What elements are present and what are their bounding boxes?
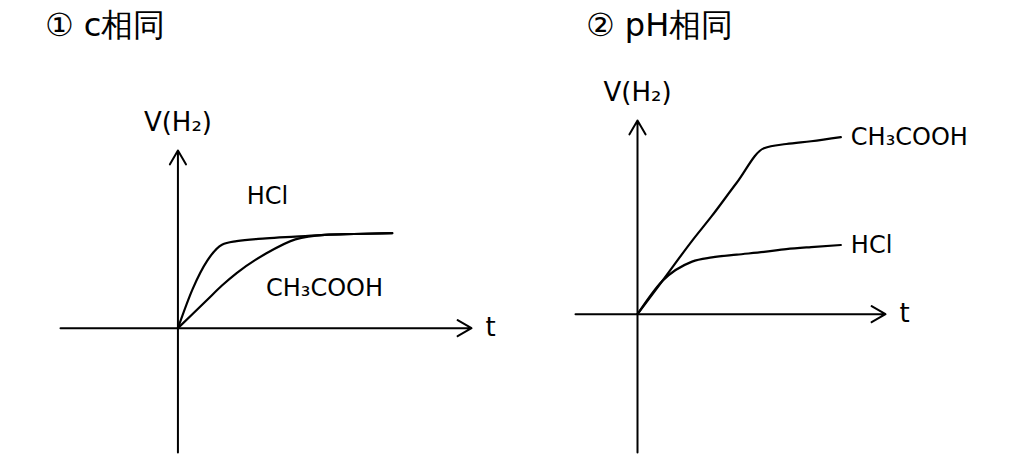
svg-text:t: t (900, 298, 910, 328)
svg-text:V(H₂): V(H₂) (603, 77, 671, 107)
svg-text:t: t (486, 312, 496, 342)
svg-text:CH₃COOH: CH₃COOH (266, 274, 383, 302)
svg-text:HCl: HCl (247, 182, 288, 210)
html-text:① c相同: ① c相同 (45, 6, 166, 44)
html-text:② pH相同: ② pH相同 (586, 6, 734, 44)
svg-text:V(H₂): V(H₂) (144, 107, 212, 137)
svg-text:CH₃COOH: CH₃COOH (851, 123, 968, 151)
svg-text:HCl: HCl (851, 231, 892, 259)
